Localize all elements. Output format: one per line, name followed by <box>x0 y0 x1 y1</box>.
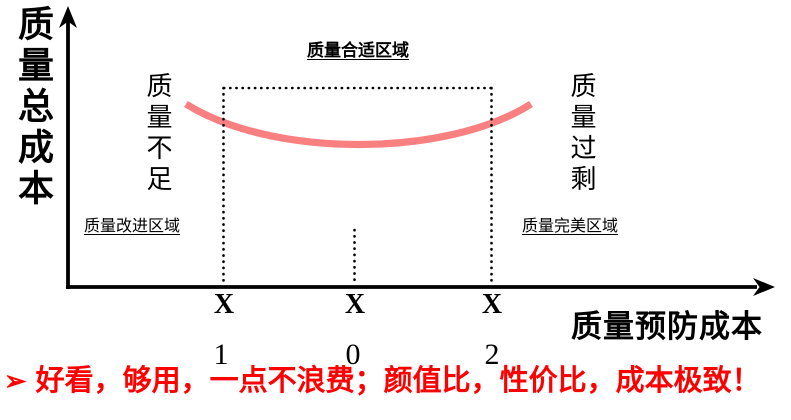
state-label-quality-insufficient: 质量不足 <box>143 72 172 196</box>
total-cost-curve <box>184 100 533 149</box>
region-label-quality-improvement: 质量改进区域 <box>84 218 181 235</box>
y-axis-arrowhead-icon <box>59 6 77 28</box>
tick-symbol-x0: X <box>344 289 366 320</box>
region-label-suitable-quality: 质量合适区域 <box>307 41 409 60</box>
tick-subscript-2: 2 <box>484 338 500 371</box>
y-axis-title: 质量总成本 <box>13 5 54 210</box>
state-label-quality-excess: 质量过剩 <box>567 72 596 196</box>
x-axis-title: 质量预防成本 <box>571 309 763 344</box>
tick-symbol-x2: X <box>481 289 503 320</box>
footer-emphasis-text: 好看，够用，一点不浪费；颜值比，性价比，成本极致！ <box>35 365 761 397</box>
arrowhead-bullet-icon: ➢ <box>4 366 27 397</box>
tick-subscript-0: 0 <box>345 338 361 371</box>
tick-subscript-1: 1 <box>213 338 229 371</box>
footer-emphasis: ➢ 好看，够用，一点不浪费；颜值比，性价比，成本极致！ <box>4 362 789 401</box>
region-label-quality-perfection: 质量完美区域 <box>522 218 619 235</box>
tick-symbol-x1: X <box>213 289 235 320</box>
x-axis-arrowhead-icon <box>753 278 775 296</box>
